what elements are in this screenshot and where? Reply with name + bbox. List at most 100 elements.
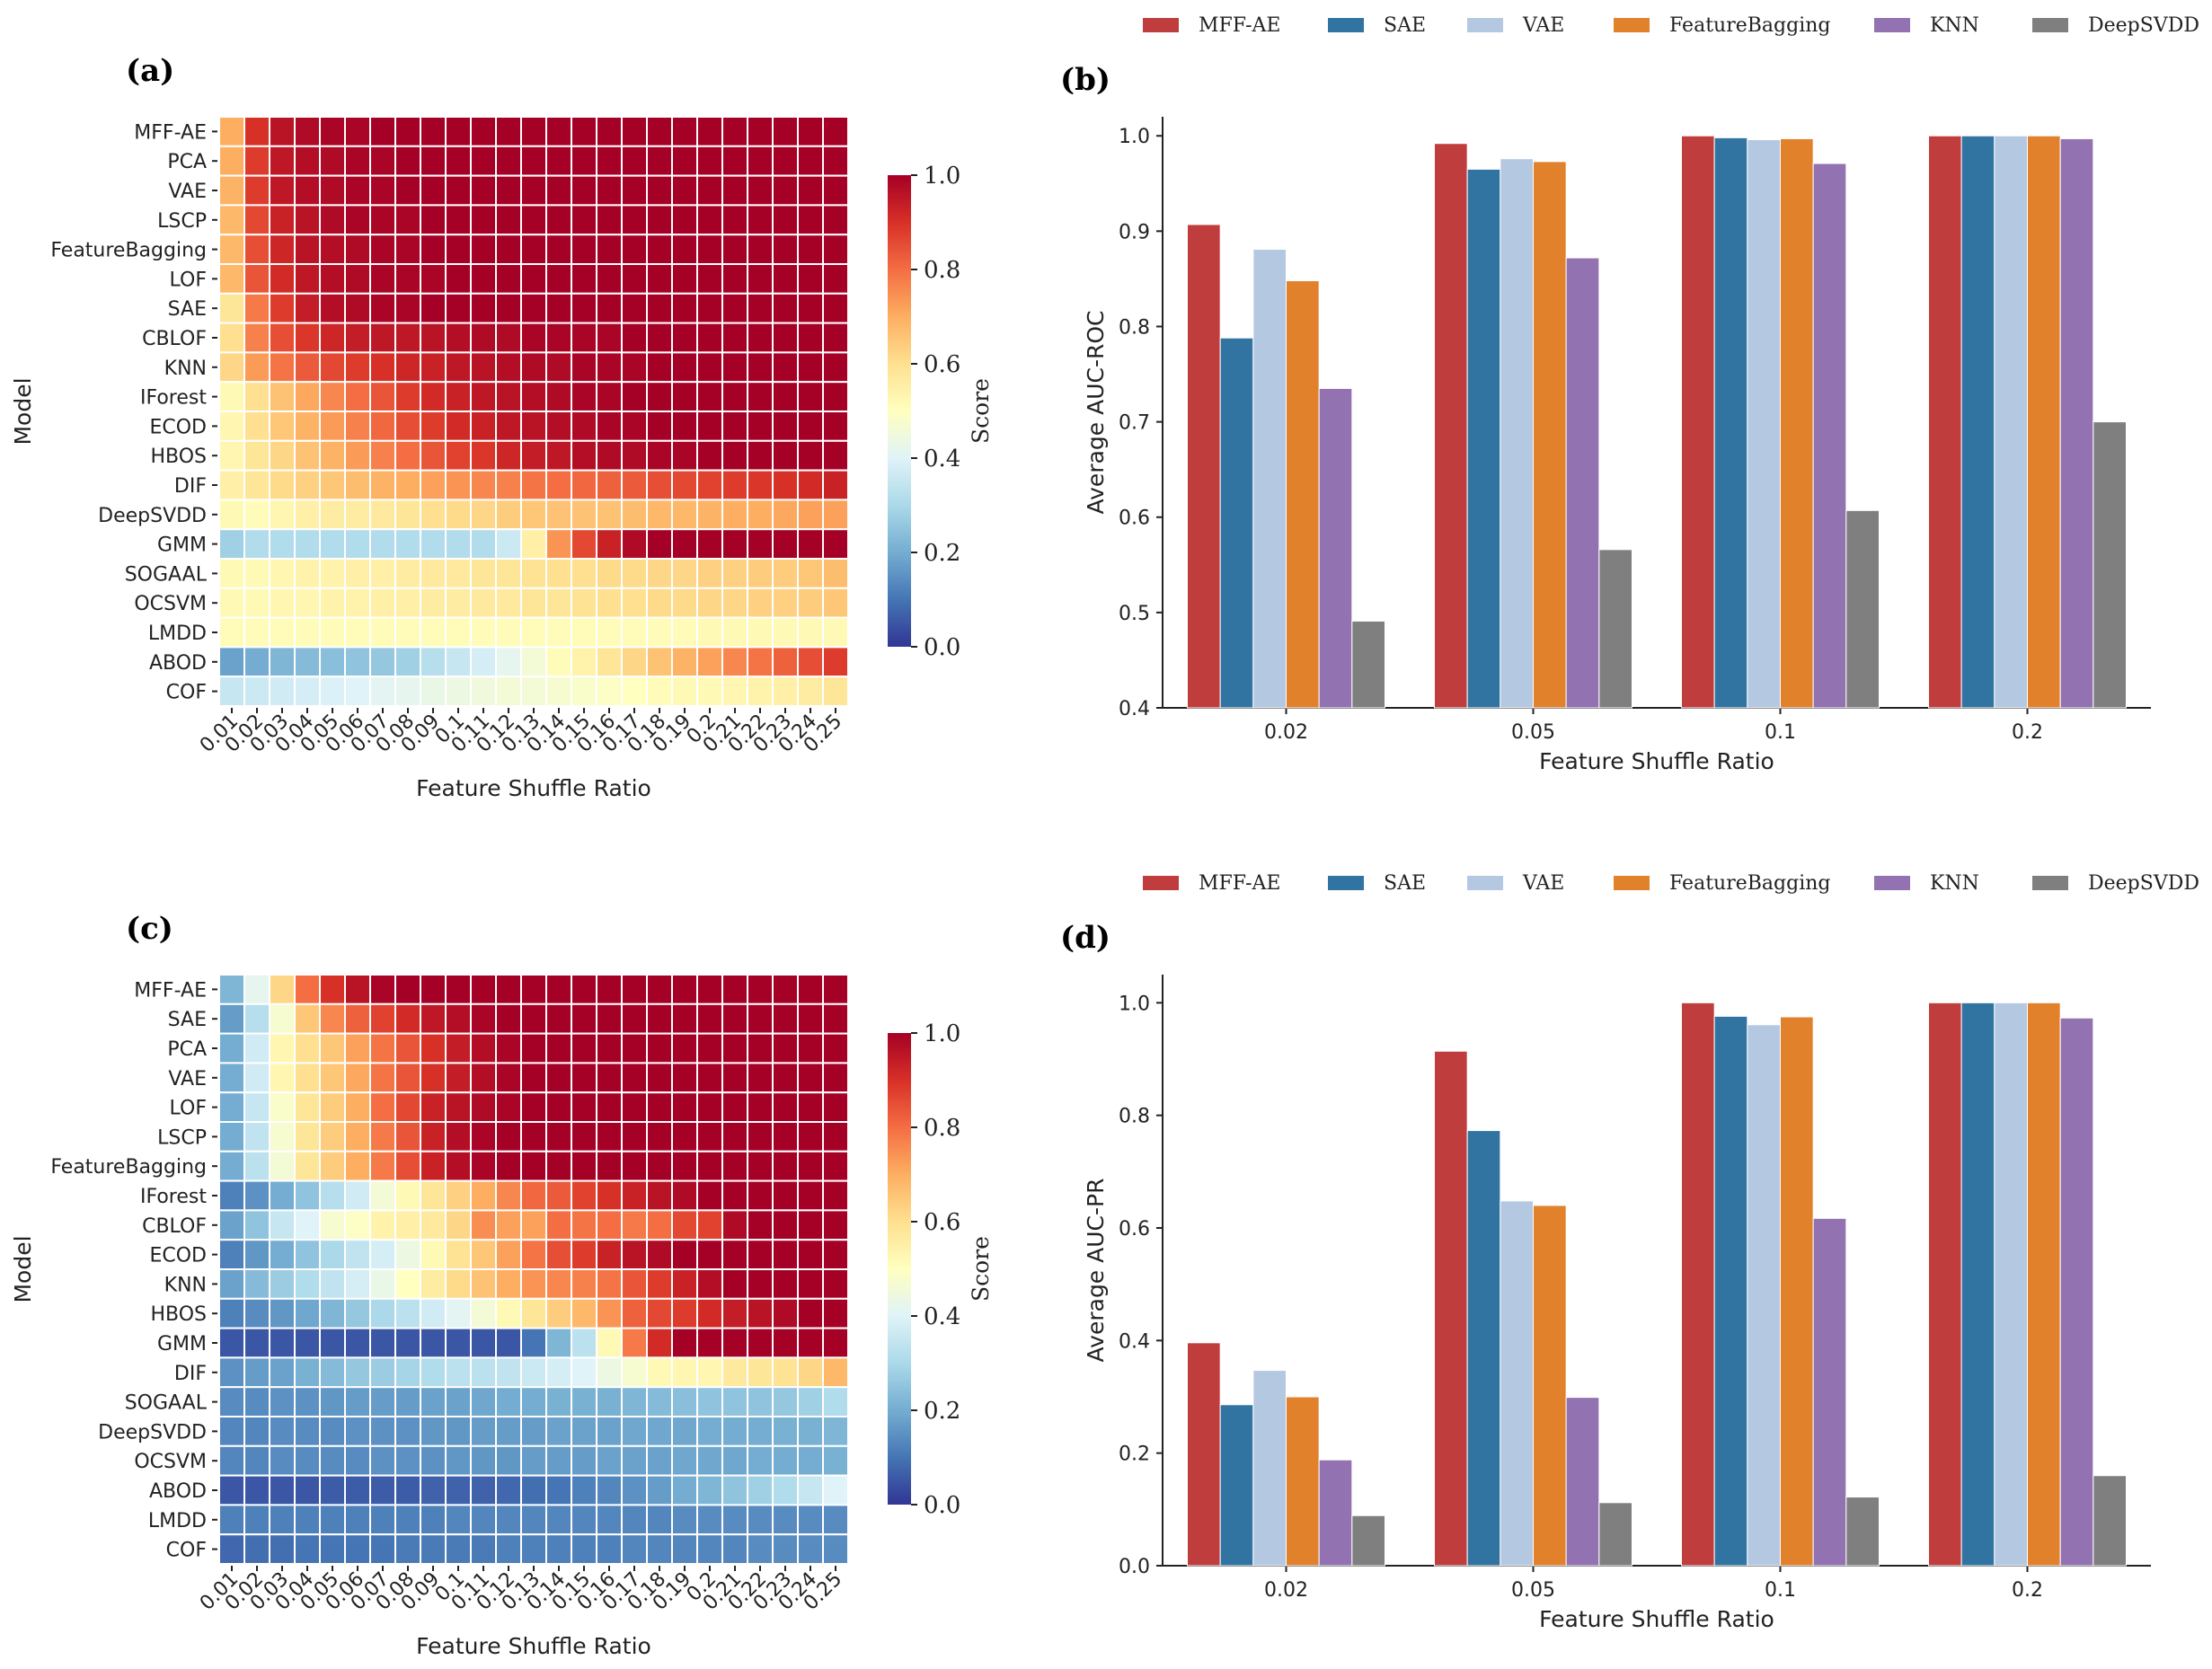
heatmap-cell — [646, 646, 673, 678]
colorbar — [888, 1033, 911, 1505]
heatmap-cell — [243, 411, 270, 442]
heatmap-cell — [294, 1386, 321, 1417]
heatmap-cell — [646, 587, 673, 619]
y-tick-label: GMM — [157, 534, 207, 557]
heatmap-cell — [470, 499, 497, 531]
bar — [2027, 135, 2061, 709]
y-tick-label: HBOS — [150, 1303, 207, 1326]
heatmap-cell — [269, 234, 296, 266]
heatmap-cell — [797, 616, 824, 649]
heatmap-cell — [495, 322, 522, 354]
colorbar-tick-label: 0.8 — [924, 1115, 960, 1142]
heatmap-cell — [495, 381, 522, 413]
heatmap-cell — [470, 1504, 497, 1536]
heatmap-cell — [545, 1533, 572, 1565]
heatmap-cell — [243, 1032, 270, 1064]
heatmap-cell — [369, 116, 396, 147]
heatmap-cell — [696, 1444, 723, 1477]
heatmap-cell — [369, 1386, 396, 1417]
heatmap-cell — [545, 116, 572, 147]
heatmap-cell — [420, 234, 447, 266]
heatmap-cell — [621, 292, 648, 324]
heatmap-cell — [822, 234, 849, 266]
heatmap-cell — [696, 974, 723, 1005]
heatmap-cell — [269, 116, 296, 147]
bar — [1187, 224, 1221, 709]
heatmap-cell — [420, 558, 447, 589]
heatmap-cell — [218, 1062, 245, 1094]
heatmap-cell — [747, 1416, 774, 1447]
y-tick-label: 0.4 — [1119, 698, 1150, 720]
heatmap-cell — [344, 1327, 371, 1359]
heatmap-cell — [571, 1150, 597, 1182]
bar — [1845, 509, 1880, 709]
heatmap-cell — [495, 204, 522, 236]
heatmap-cell — [571, 676, 597, 708]
bar — [1533, 1205, 1567, 1567]
heatmap-cell — [621, 1062, 648, 1094]
heatmap-cell — [470, 116, 497, 147]
heatmap-cell — [344, 1386, 371, 1417]
heatmap-cell — [243, 1268, 270, 1300]
heatmap-cell — [696, 1386, 723, 1417]
heatmap-cell — [822, 646, 849, 678]
heatmap-cell — [520, 322, 547, 354]
heatmap-cell — [621, 1297, 648, 1329]
heatmap-cell — [747, 174, 774, 207]
colorbar-tick-label: 1.0 — [924, 163, 960, 190]
heatmap-cell — [495, 351, 522, 384]
heatmap-cell — [621, 528, 648, 561]
heatmap-cell — [671, 1327, 698, 1359]
heatmap-cell — [545, 263, 572, 295]
heatmap-cell — [445, 528, 472, 561]
heatmap-cell — [696, 116, 723, 147]
heatmap-cell — [671, 469, 698, 501]
heatmap-cell — [696, 351, 723, 384]
heatmap-cell — [772, 145, 799, 177]
heatmap-cell — [621, 263, 648, 295]
heatmap-cell — [218, 1444, 245, 1477]
heatmap-cell — [470, 1032, 497, 1064]
heatmap-cell — [747, 646, 774, 678]
heatmap-cell — [319, 1416, 346, 1447]
y-tick-label: LMDD — [148, 623, 207, 645]
bar — [1565, 1397, 1600, 1567]
heatmap-cell — [747, 1150, 774, 1182]
heatmap-cell — [545, 439, 572, 472]
heatmap-cell — [646, 1504, 673, 1536]
heatmap-cell — [822, 174, 849, 207]
heatmap-cell — [721, 1002, 748, 1035]
heatmap-cell — [822, 145, 849, 177]
heatmap-cell — [218, 292, 245, 324]
heatmap-cell — [596, 469, 623, 501]
heatmap-cell — [218, 1209, 245, 1241]
heatmap-cell — [797, 1209, 824, 1241]
heatmap-cell — [243, 1533, 270, 1565]
heatmap-cell — [243, 1209, 270, 1241]
bar — [1318, 1459, 1353, 1567]
heatmap-cell — [294, 292, 321, 324]
heatmap-cell — [797, 381, 824, 413]
heatmap-cell — [621, 587, 648, 619]
heatmap-cell — [470, 204, 497, 236]
heatmap-cell — [671, 145, 698, 177]
heatmap-cell — [294, 974, 321, 1005]
heatmap-cell — [470, 646, 497, 678]
heatmap-cell — [696, 1504, 723, 1536]
heatmap-panel-c: (c) MFF-AE SAE PCA VAE LOF LSCP FeatureBagging I… — [10, 911, 994, 1659]
heatmap-cell — [394, 1239, 421, 1270]
heatmap-cell — [445, 234, 472, 266]
heatmap-cell — [269, 322, 296, 354]
heatmap-cell — [797, 263, 824, 295]
heatmap-cell — [822, 616, 849, 649]
heatmap-cell — [797, 558, 824, 589]
bar — [1960, 135, 1995, 709]
heatmap-cell — [369, 1062, 396, 1094]
y-tick-label: FeatureBagging — [50, 1156, 207, 1179]
heatmap-cell — [571, 1002, 597, 1035]
heatmap-cell — [747, 528, 774, 561]
heatmap-cell — [294, 1209, 321, 1241]
heatmap-cell — [394, 587, 421, 619]
heatmap-cell — [822, 1002, 849, 1035]
